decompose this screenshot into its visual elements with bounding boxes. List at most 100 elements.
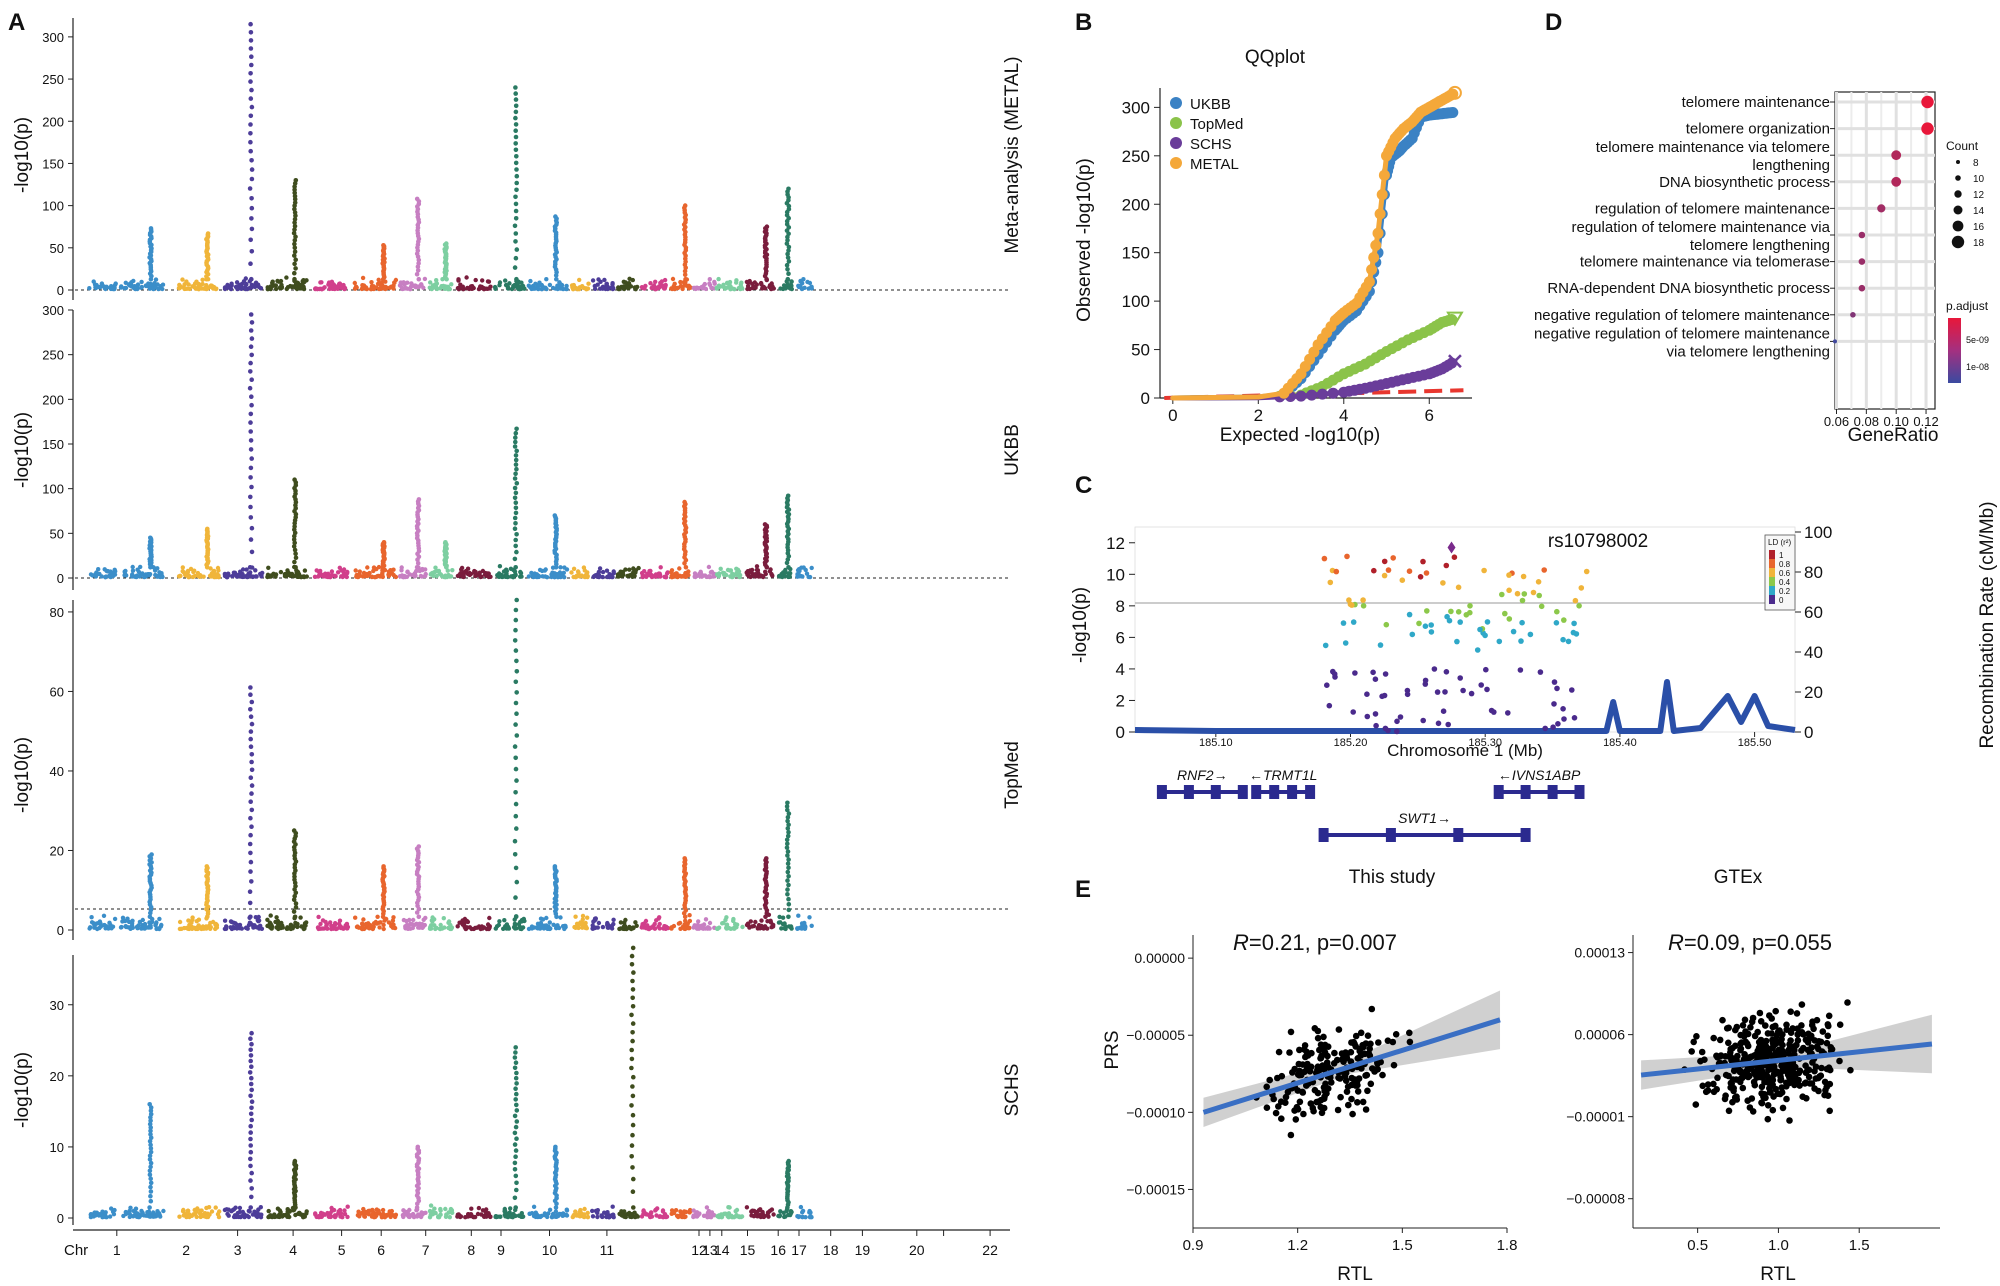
peak-point [512, 556, 518, 562]
snp-point [106, 574, 112, 579]
locus-snp [1360, 603, 1367, 609]
peak-point [512, 1065, 518, 1071]
snp-point [555, 286, 560, 292]
locus-snp [1431, 666, 1438, 672]
snp-point [502, 918, 507, 923]
regression-point [1367, 1080, 1375, 1088]
snp-point [295, 921, 300, 927]
peak-point [249, 205, 255, 211]
snp-point [556, 572, 561, 578]
peak-point [248, 420, 253, 425]
snp-point [731, 286, 736, 291]
peak-point [248, 447, 254, 452]
snp-point [571, 283, 576, 289]
peak-point [512, 1055, 518, 1060]
snp-point [776, 1213, 781, 1219]
peak-point [249, 196, 254, 201]
snp-point [444, 574, 450, 580]
y-tick-label: 0 [57, 571, 64, 586]
snp-point [484, 1207, 489, 1212]
snp-point [427, 285, 432, 290]
peak-point [513, 1097, 518, 1102]
locus-snp [1521, 591, 1528, 597]
snp-point [280, 1214, 285, 1219]
peak-point [513, 607, 519, 613]
snp-point [411, 917, 416, 923]
locus-snp [1561, 617, 1567, 623]
qq-point [1366, 264, 1378, 276]
regression-point [1275, 1103, 1282, 1110]
panel-letter-b: B [1075, 9, 1092, 36]
locus-snp [1332, 674, 1338, 680]
locus-snp [1379, 693, 1385, 700]
snp-point [285, 1214, 290, 1220]
snp-point [253, 915, 258, 920]
snp-point [101, 1214, 106, 1219]
snp-point [325, 571, 331, 576]
peak-point [248, 237, 253, 243]
peak-point [513, 1086, 518, 1091]
y2-tick-label: 80 [1804, 563, 1823, 582]
y-tick-label: 100 [42, 199, 64, 214]
y-tick-label: −0.00008 [1566, 1191, 1625, 1207]
snp-point [465, 286, 470, 291]
snp-point [381, 922, 386, 928]
snp-point [540, 917, 546, 922]
y-tick-label: −0.00010 [1126, 1104, 1185, 1120]
peak-point [786, 907, 792, 913]
peak-point [514, 1091, 519, 1097]
peak-point [514, 187, 519, 193]
locus-snp [1560, 706, 1566, 712]
regression-point [1337, 1093, 1344, 1101]
snp-point [153, 923, 158, 928]
locus-snp [1340, 620, 1347, 626]
snp-point [345, 1204, 350, 1209]
snp-point [726, 1205, 731, 1210]
snp-point [550, 285, 556, 291]
snp-point [273, 283, 279, 288]
snp-point [323, 919, 328, 925]
peak-point [514, 448, 519, 454]
snp-point [506, 286, 511, 291]
snp-point [139, 279, 144, 285]
snp-point [458, 285, 464, 290]
y-tick-label: 150 [42, 437, 64, 452]
snp-point [357, 569, 362, 574]
snp-point [317, 1213, 322, 1219]
snp-point [409, 922, 415, 927]
regression-point [1317, 1054, 1325, 1062]
qqplot-panel: QQplot Expected -log10(p) Observed -log1… [1074, 47, 1472, 446]
snp-point [418, 573, 423, 579]
snp-point [800, 286, 805, 291]
snp-point [733, 1209, 738, 1214]
snp-point [776, 573, 782, 579]
snp-point [573, 914, 578, 919]
snp-point [468, 284, 474, 289]
snp-point [272, 1213, 277, 1219]
gene-body [1256, 790, 1311, 794]
peak-point [416, 497, 422, 502]
snp-point [653, 279, 658, 284]
regression-point [1278, 1072, 1286, 1080]
peak-point [249, 104, 255, 110]
regression-gtex: GTEx R=0.09, p=0.055 RTL 0.5 1.0 1.50.0001… [1566, 867, 1940, 1285]
snp-point [427, 1208, 433, 1214]
snp-point [332, 922, 338, 928]
snp-point [575, 569, 581, 574]
locus-snp [1381, 572, 1388, 579]
snp-point [608, 573, 613, 579]
peak-point [249, 216, 254, 221]
y-tick-label: 150 [42, 156, 64, 171]
snp-point [405, 926, 410, 931]
snp-point [216, 573, 221, 578]
peak-point [248, 1036, 253, 1041]
locus-snp [1510, 628, 1517, 635]
snp-point [486, 926, 492, 932]
locuszoom-panel: rs10798002 -log10(p) Recombination Rate … [1070, 501, 1998, 842]
snp-point [243, 925, 249, 931]
peak-point [248, 21, 253, 27]
y-tick-label: 30 [50, 998, 64, 1013]
snp-point [579, 1211, 584, 1216]
regression-point [1292, 1116, 1300, 1123]
peak-point [381, 540, 387, 545]
